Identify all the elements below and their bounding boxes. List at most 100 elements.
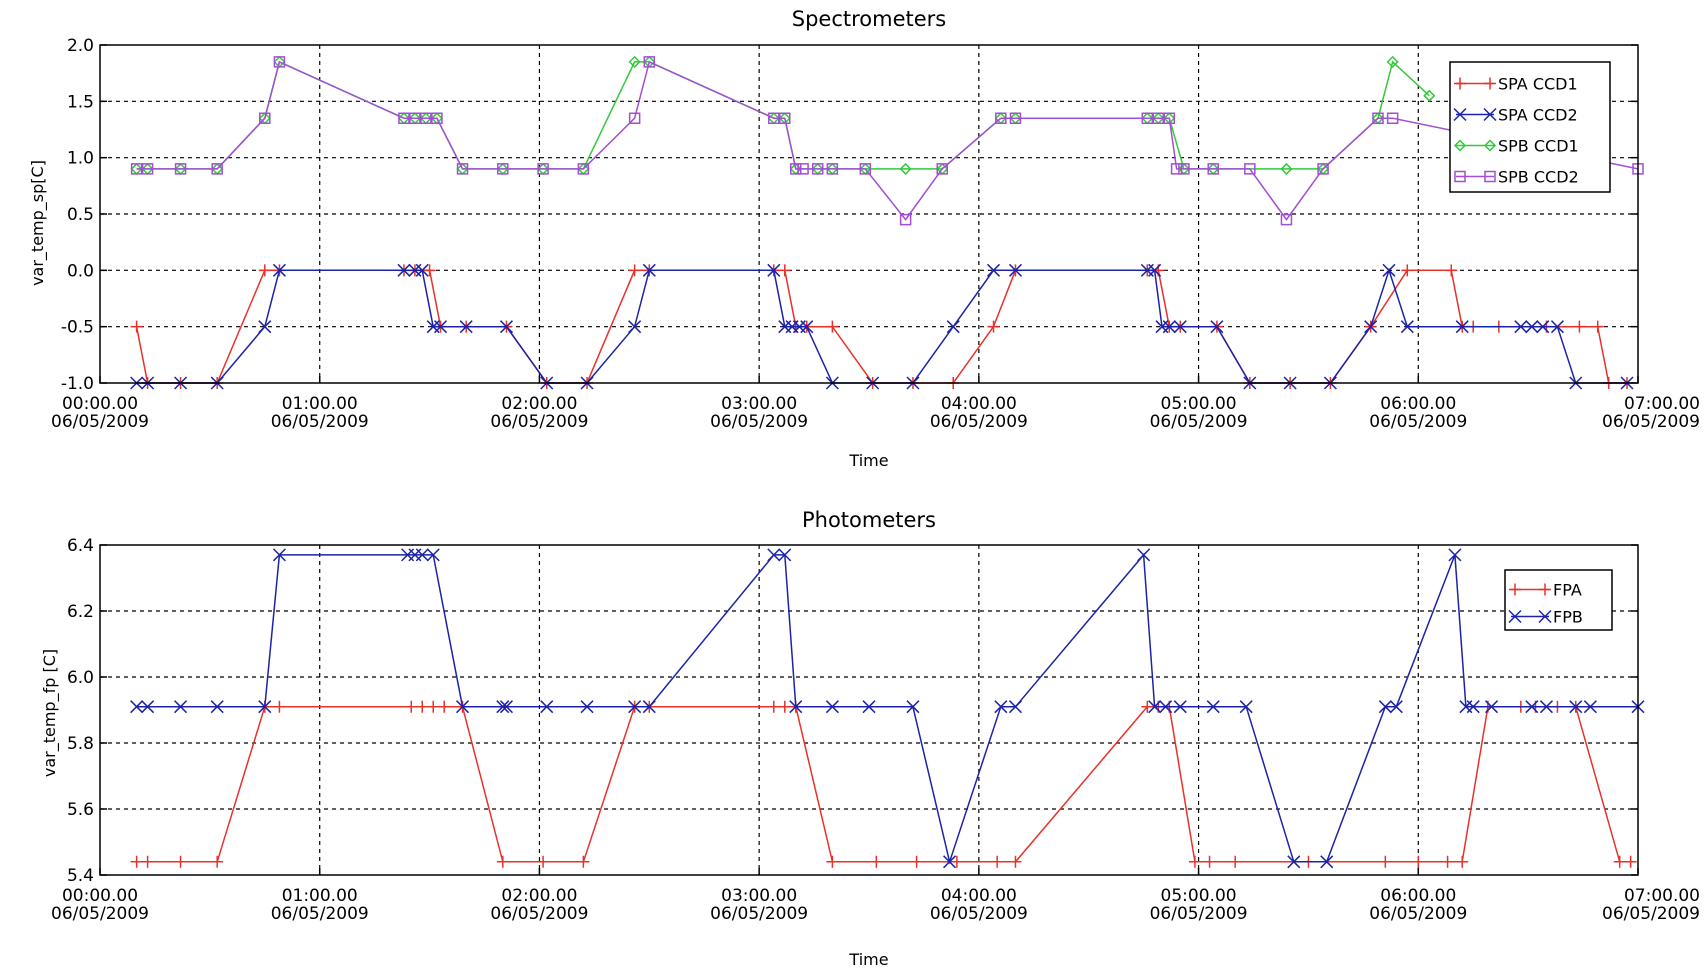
data-point [797, 163, 809, 175]
data-point [899, 213, 912, 226]
spectrometers-panel: Spectrometers Time var_temp_sp[C] -1.0 -0… [28, 7, 1700, 470]
data-point [130, 700, 144, 714]
x-ticks: 00:00.0006/05/200901:00.0006/05/200902:0… [51, 868, 1700, 924]
data-point [1141, 700, 1154, 713]
data-point [987, 320, 1000, 333]
y-ticks: 5.4 5.6 5.8 6.0 6.2 6.4 [67, 536, 1638, 886]
data-point [1159, 700, 1173, 714]
x-tick-label-time: 04:00.00 [941, 394, 1017, 414]
x-tick-label-time: 03:00.00 [721, 394, 797, 414]
data-point [628, 112, 641, 124]
data-point [1137, 548, 1151, 562]
data-point [1173, 320, 1187, 334]
data-point [767, 700, 780, 713]
x-tick-label-time: 07:00.00 [1624, 886, 1700, 906]
data-point [1244, 163, 1256, 175]
data-point [1573, 320, 1586, 333]
data-point [405, 700, 418, 713]
y-tick-label: 6.2 [67, 602, 94, 622]
series-line [136, 60, 1639, 221]
data-point [1229, 855, 1242, 868]
y-tick-label: 0.0 [67, 261, 94, 281]
data-point [1445, 264, 1458, 277]
legend-swatch-marker [1454, 170, 1466, 183]
data-point [936, 163, 948, 175]
data-point [1382, 263, 1396, 277]
data-point [643, 56, 656, 68]
data-point [416, 700, 429, 713]
data-point [423, 264, 436, 277]
x-tick-label-time: 03:00.00 [721, 886, 797, 906]
x-tick-label-time: 00:00.00 [62, 886, 138, 906]
y-tick-label: 6.4 [67, 536, 94, 556]
series-fpa [130, 700, 1637, 868]
data-point [420, 112, 432, 124]
data-point [1009, 112, 1022, 124]
data-point [577, 163, 590, 175]
x-tick-label-time: 06:00.00 [1380, 886, 1456, 906]
data-point [906, 700, 920, 714]
data-point [1239, 700, 1253, 714]
y-tick-label: -0.5 [61, 318, 94, 338]
data-point [825, 700, 839, 714]
y-ticks: -1.0 -0.5 0.0 0.5 1.0 1.5 2.0 [61, 36, 1638, 394]
data-point [499, 700, 514, 714]
data-point [210, 700, 224, 714]
data-point [1448, 548, 1462, 562]
grid [100, 45, 1638, 383]
data-point [1525, 700, 1539, 714]
legend-swatch-marker [1538, 609, 1552, 624]
data-point [434, 320, 448, 334]
data-point [537, 855, 550, 868]
data-point [431, 112, 443, 124]
data-point [1280, 162, 1293, 175]
legend-label: SPB CCD1 [1498, 137, 1579, 156]
data-point [130, 855, 143, 868]
data-point [1455, 320, 1469, 334]
legend-swatch-marker [1484, 170, 1496, 183]
data-point [768, 112, 780, 124]
data-point [1364, 320, 1378, 334]
plot-frame [99, 44, 1639, 384]
data-point [272, 548, 286, 562]
legend-swatch-marker [1454, 77, 1466, 90]
data-point [456, 163, 469, 175]
x-tick-label-date: 06/05/2009 [930, 904, 1028, 924]
legend: SPA CCD1 SPA CCD2 SPB CCD1 SPB CCD2 [1449, 61, 1611, 193]
data-point [174, 700, 188, 714]
data-point [1320, 855, 1334, 869]
data-point [415, 548, 429, 562]
grid [100, 545, 1638, 875]
data-point [1008, 700, 1023, 714]
data-point [642, 700, 656, 714]
legend-label: FPB [1553, 608, 1583, 627]
data-point [273, 700, 286, 713]
data-point [499, 320, 514, 334]
data-point [1386, 55, 1399, 68]
data-point [1583, 700, 1597, 714]
data-point [1372, 112, 1384, 124]
y-axis-label: var_temp_sp[C] [28, 160, 48, 286]
data-point [1162, 320, 1176, 334]
data-point [258, 264, 271, 277]
data-point [910, 855, 923, 868]
x-axis-label: Time [848, 950, 888, 969]
data-point [826, 320, 839, 333]
legend-label: SPA CCD1 [1498, 75, 1578, 94]
data-point [259, 112, 271, 124]
data-point [537, 163, 549, 175]
data-point [540, 700, 554, 714]
data-point [1591, 320, 1604, 333]
data-point [628, 320, 642, 334]
data-point [628, 55, 641, 68]
series-line [136, 267, 1627, 384]
x-tick-label-date: 06/05/2009 [490, 904, 588, 924]
data-point [779, 112, 791, 124]
legend-swatch-marker [1509, 583, 1521, 596]
data-point [946, 320, 960, 334]
y-tick-label: 5.4 [67, 866, 94, 886]
x-tick-label-time: 07:00.00 [1624, 394, 1700, 414]
x-axis-label: Time [848, 451, 888, 470]
y-tick-label: 5.6 [67, 800, 94, 820]
